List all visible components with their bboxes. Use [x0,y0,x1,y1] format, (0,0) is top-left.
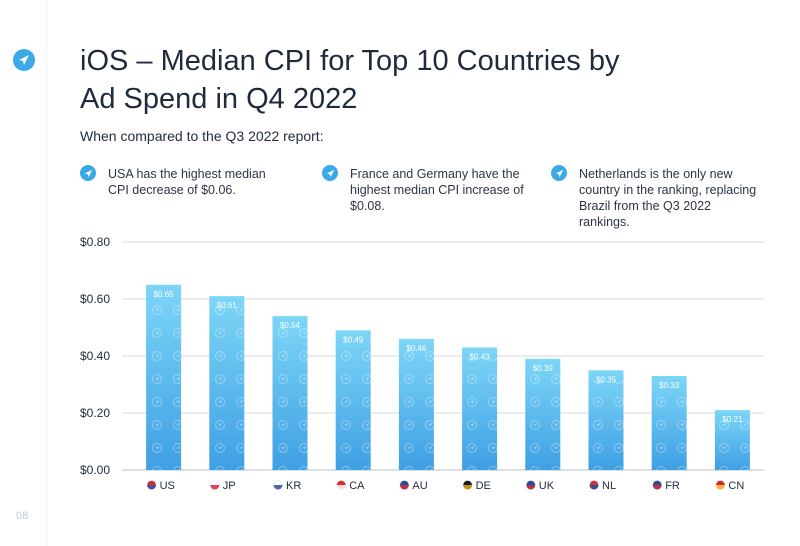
flag-half [273,485,283,490]
flag-half [336,485,346,490]
flag-half [526,485,536,490]
bar-de [462,347,498,470]
bar-value-label: $0.21 [722,415,743,424]
flag-uk-icon [526,480,536,490]
bar-fr [651,375,687,470]
bar-value-label: $0.33 [659,381,680,390]
bar-pattern [209,306,245,470]
flag-de-icon [462,480,473,490]
bar-value-label: $0.43 [470,352,491,361]
flag-half [399,485,409,490]
x-tick-label: CN [728,480,744,492]
side-rail: 08 [0,0,47,546]
bar-cn [714,410,750,470]
bar-value-label: $0.35 [596,375,617,384]
x-tick-label: FR [665,480,680,492]
flag-half [652,485,662,490]
y-tick-label: $0.60 [80,292,110,306]
bar-pattern [651,385,687,470]
y-tick-label: $0.00 [80,463,110,477]
bar-jp [209,296,245,470]
bar-ca [335,330,371,470]
flag-us-icon [146,480,157,490]
insight-text: France and Germany have the highest medi… [350,167,524,213]
page-subtitle: When compared to the Q3 2022 report: [80,128,324,144]
bar-kr [272,316,308,470]
flag-fr-icon [652,480,662,490]
flag-half [715,485,725,490]
bar-value-label: $0.61 [217,301,238,310]
bar-value-label: $0.39 [533,364,554,373]
plane-icon [322,165,338,181]
y-tick-label: $0.80 [80,235,110,249]
bar-pattern [398,348,434,470]
bar-uk [525,358,561,470]
insight-text: Netherlands is the only new country in t… [579,167,757,229]
y-tick-label: $0.20 [80,406,110,420]
flag-cn-icon [715,480,726,490]
x-tick-label: NL [602,480,616,492]
page-number: 08 [16,510,29,522]
insight-text: USA has the highest median CPI decrease … [108,167,266,197]
bar-pattern [588,380,624,470]
plane-icon [80,165,96,181]
bar-pattern [272,326,308,470]
flag-half [589,485,599,490]
flag-nl-icon [589,480,599,490]
x-tick-label: DE [476,480,491,492]
bar-pattern [146,294,182,470]
bar-pattern [714,420,750,470]
bar-us [146,284,182,470]
x-tick-label: KR [286,480,301,492]
flag-ca-icon [336,480,346,490]
bar-value-label: $0.49 [343,335,364,344]
bar-pattern [525,368,561,470]
x-tick-label: AU [412,480,427,492]
page-title: iOS – Median CPI for Top 10 Countries by… [80,45,620,115]
y-tick-label: $0.40 [80,349,110,363]
x-tick-label: UK [539,480,555,492]
bar-value-label: $0.54 [280,321,301,330]
x-tick-label: US [160,480,175,492]
bar-value-label: $0.46 [406,344,427,353]
flag-half [147,485,157,490]
bar-au [398,338,434,470]
flag-half [463,485,473,490]
plane-icon [551,165,567,181]
bar-pattern [335,340,371,470]
flag-au-icon [399,480,410,490]
bar-value-label: $0.65 [154,290,175,299]
flag-kr-icon [273,480,283,490]
flag-half [210,485,220,490]
bar-nl [588,370,624,470]
flag-jp-icon [210,480,220,490]
x-tick-label: JP [223,480,236,492]
bar-pattern [462,357,498,470]
brand-logo-icon [13,49,35,71]
x-tick-label: CA [349,480,365,492]
